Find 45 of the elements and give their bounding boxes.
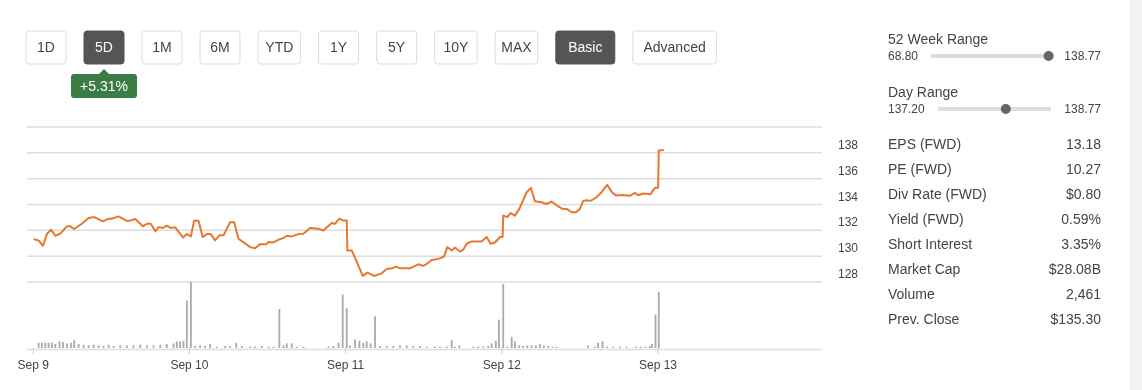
text: 6M [210, 39, 230, 55]
text: Day Range [888, 84, 959, 100]
text: 1M [152, 39, 172, 55]
text: 10.27 [1065, 161, 1102, 177]
text: PE (FWD) [888, 161, 952, 177]
text: $28.08B [1048, 261, 1101, 277]
text: Advanced [643, 39, 706, 55]
text: 138.77 [1064, 102, 1102, 116]
y-tick-label: 130 [837, 241, 859, 256]
text: 2,461 [1065, 286, 1102, 302]
text: 5D [95, 39, 113, 55]
text: $0.80 [1065, 186, 1102, 202]
text: EPS (FWD) [888, 136, 962, 152]
x-tick-label: Sep 11 [327, 358, 365, 372]
x-tick-label: Sep 13 [638, 358, 678, 372]
text: Div Rate (FWD) [888, 186, 987, 202]
text: 137.20 [888, 102, 926, 116]
text: $135.30 [1050, 311, 1102, 327]
text: 13.18 [1065, 136, 1102, 152]
x-tick-label: Sep 10 [170, 358, 209, 372]
text: Short Interest [888, 236, 973, 252]
text: +5.31% [80, 78, 128, 94]
text: Yield (FWD) [888, 211, 964, 227]
text: 138.77 [1064, 49, 1102, 63]
text: MAX [501, 39, 533, 55]
y-tick-label: 136 [837, 163, 859, 178]
y-tick-label: 128 [837, 267, 859, 281]
text: Volume [888, 286, 935, 302]
y-tick-label: 132 [837, 215, 859, 230]
text: 0.59% [1061, 211, 1101, 227]
text: 1D [37, 39, 55, 55]
y-tick-label: 134 [837, 189, 859, 204]
text: YTD [265, 39, 294, 55]
text: 1Y [330, 39, 348, 55]
text: Basic [568, 39, 603, 55]
y-tick-label: 138 [837, 137, 859, 152]
text: Market Cap [888, 261, 961, 277]
text: 10Y [443, 39, 470, 55]
text: 5Y [388, 39, 406, 55]
text: 68.80 [888, 49, 919, 63]
text: 3.35% [1061, 236, 1101, 252]
x-tick-label: Sep 12 [482, 358, 522, 372]
text: Prev. Close [888, 311, 960, 327]
x-tick-label: Sep 9 [17, 358, 50, 372]
text: 52 Week Range [888, 31, 989, 47]
